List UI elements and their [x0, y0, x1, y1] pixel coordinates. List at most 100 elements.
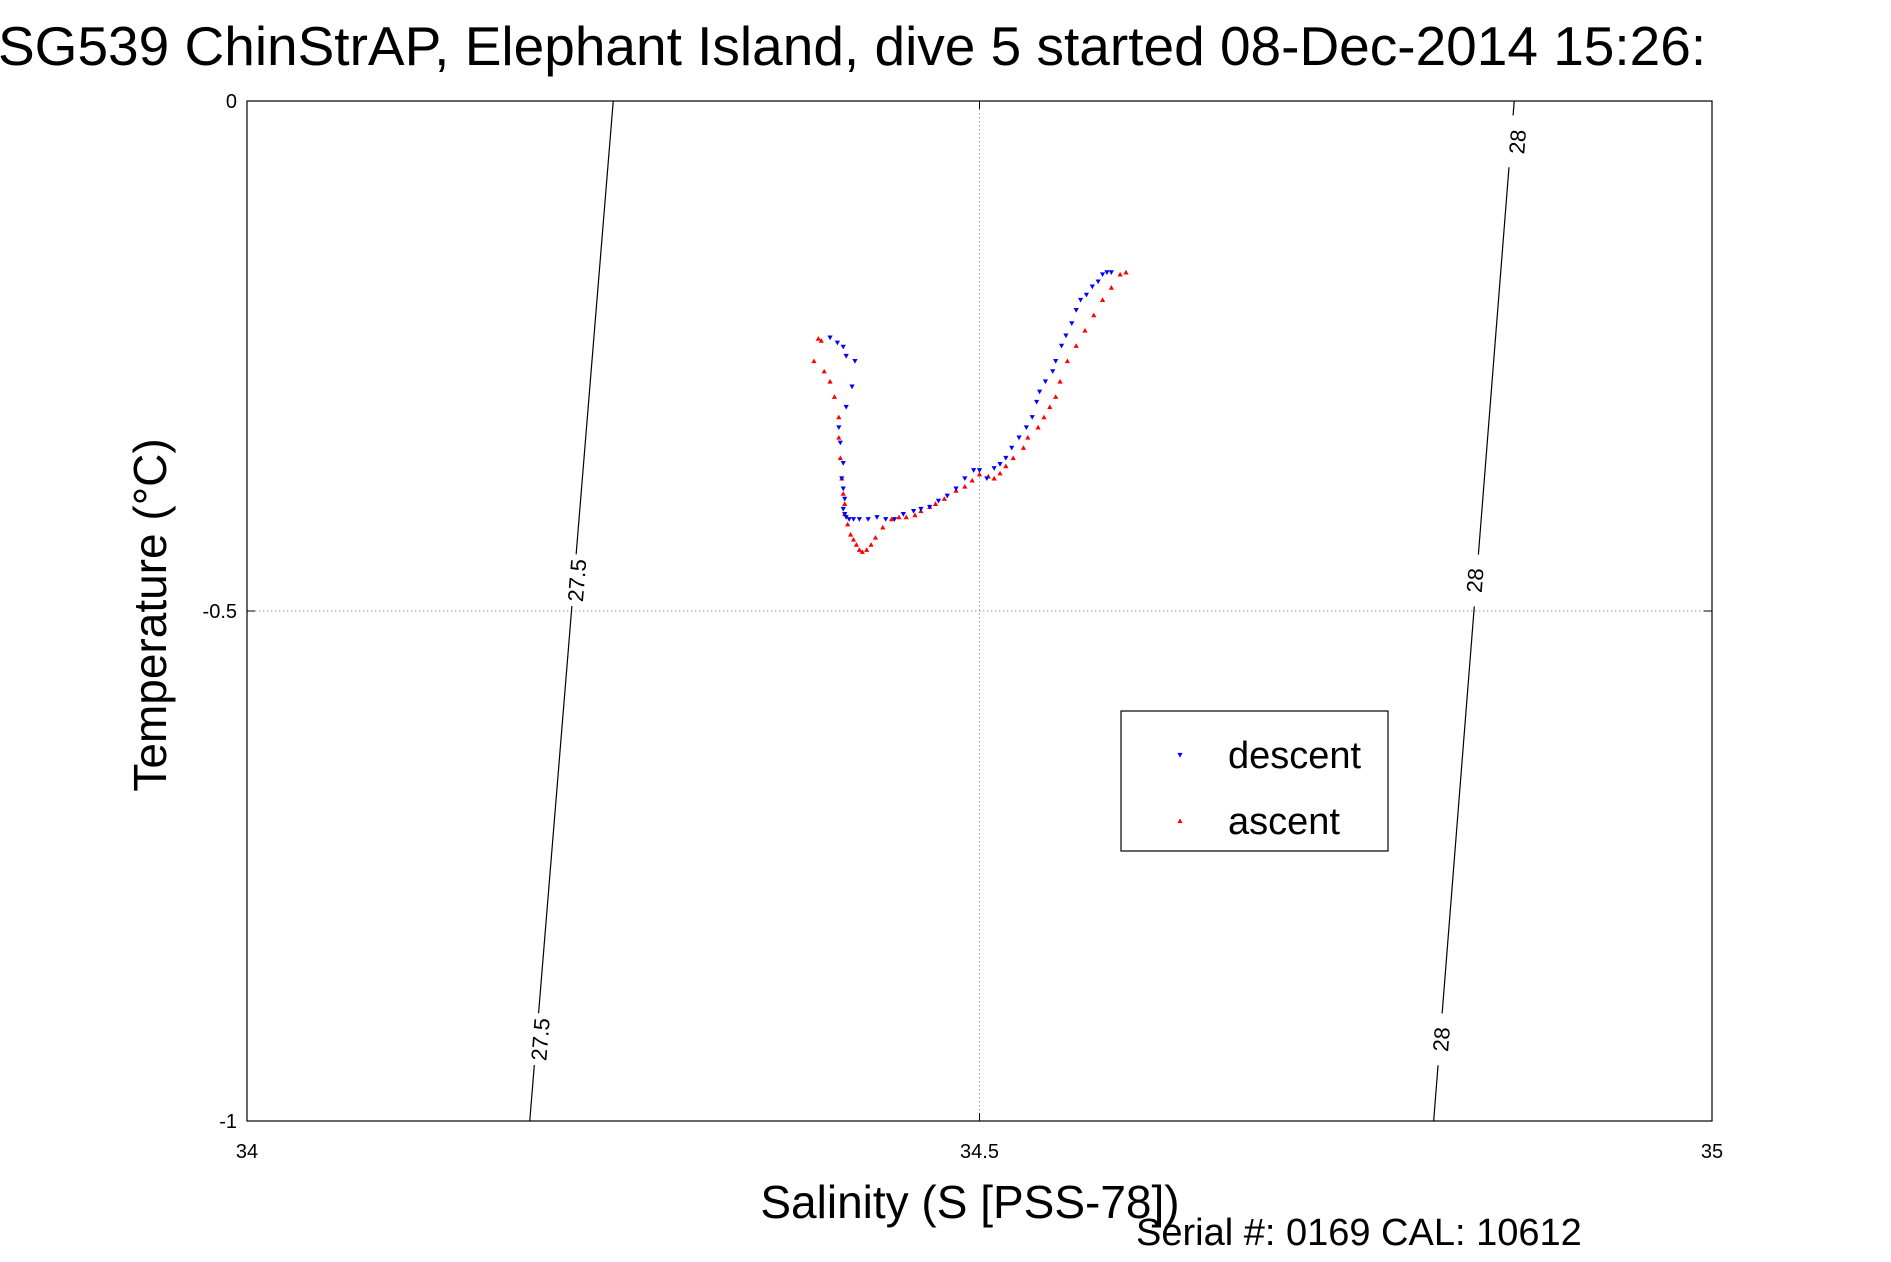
ascent-point [831, 394, 838, 399]
isopycnal-label-bg [523, 1012, 557, 1067]
descent-point [1058, 343, 1065, 349]
legend-marker-ascent [1177, 818, 1183, 824]
ascent-point [1025, 435, 1031, 440]
axis-ticks: 34 34.5 35 0 -0.5 -1 [203, 91, 1724, 1163]
x-tick-label: 34 [236, 1141, 258, 1163]
ascent-point [889, 516, 895, 522]
y-tick-label: -1 [219, 1111, 237, 1133]
descent-point [865, 517, 871, 522]
descent-point [953, 486, 959, 492]
descent-point [840, 506, 846, 512]
legend: descent ascent [1120, 710, 1389, 852]
ascent-point [850, 537, 857, 542]
descent-point [827, 335, 833, 341]
ascent-point [932, 501, 939, 506]
ascent-point [903, 514, 909, 520]
legend-marker-descent [1177, 752, 1183, 758]
ascent-point [997, 470, 1003, 476]
descent-point [850, 517, 857, 522]
y-axis-label: Temperature (°C) [124, 438, 176, 791]
isopycnal-label: 27.5 [526, 1017, 554, 1062]
ascent-point [1064, 358, 1070, 364]
x-tick-label: 34.5 [960, 1141, 999, 1163]
serial-note: Serial #: 0169 CAL: 10612 [1136, 1212, 1582, 1254]
descent-point [1089, 284, 1095, 290]
descent-point [1029, 415, 1035, 420]
grid-lines [247, 101, 1712, 1121]
ascent-point [837, 455, 843, 461]
ascent-point [859, 549, 865, 554]
descent-point [944, 493, 950, 499]
ascent-point [1041, 414, 1047, 420]
descent-point [962, 476, 968, 481]
descent-point [840, 344, 846, 350]
descent-point [842, 496, 848, 502]
descent-point [837, 440, 843, 446]
descent-point [900, 512, 906, 517]
ascent-point [853, 542, 860, 547]
x-axis-label: Salinity (S [PSS-78]) [760, 1176, 1179, 1228]
ascent-point [1117, 271, 1123, 277]
descent-point [843, 515, 849, 520]
ascent-point [872, 534, 879, 540]
ascent-point [1053, 394, 1059, 399]
descent-point [1016, 435, 1022, 441]
descent-point [1053, 359, 1059, 364]
ascent-point [811, 358, 817, 364]
ascent-point [856, 547, 862, 552]
ascent-point [1108, 285, 1114, 290]
ascent-point [1057, 378, 1063, 384]
y-tick-label: -0.5 [203, 601, 237, 623]
isopycnal-label-bg [1501, 114, 1534, 169]
descent-point [846, 517, 852, 522]
chart-title: SG539 ChinStrAP, Elephant Island, dive 5… [0, 15, 1706, 77]
data-points [811, 269, 1129, 554]
ascent-point [1073, 343, 1079, 348]
descent-point [849, 384, 855, 390]
descent-point [1023, 425, 1029, 430]
legend-label-ascent: ascent [1228, 801, 1340, 843]
descent-point [1034, 399, 1040, 405]
ascent-point [1082, 327, 1088, 333]
ascent-point [845, 521, 851, 527]
descent-point [842, 512, 848, 517]
descent-point [1083, 292, 1090, 298]
descent-point [840, 486, 846, 492]
descent-point [1073, 308, 1079, 313]
descent-point [1104, 270, 1110, 275]
descent-point [843, 353, 849, 359]
descent-point [1042, 379, 1049, 385]
ascent-point [962, 483, 968, 489]
isopycnal-label: 28 [1428, 1026, 1455, 1052]
descent-point [856, 517, 862, 522]
ascent-point [1091, 312, 1097, 318]
descent-point [852, 359, 858, 364]
ascent-point [840, 491, 846, 496]
descent-point [1009, 445, 1015, 451]
ascent-point [976, 471, 983, 477]
ascent-point [1003, 463, 1009, 469]
descent-point [991, 466, 997, 471]
descent-point [1077, 297, 1084, 303]
ascent-point [836, 435, 842, 440]
descent-point [1099, 272, 1106, 277]
ascent-point [1020, 445, 1027, 450]
density-contours: 27.5 27.5 28 28 28 [523, 100, 1534, 1122]
isopycnal-label: 27.5 [563, 558, 591, 603]
ascent-point [1035, 424, 1041, 430]
ascent-point [912, 512, 918, 518]
ascent-point [896, 514, 902, 520]
descent-point [1003, 455, 1009, 461]
descent-point [1050, 369, 1056, 374]
ascent-point [1010, 455, 1016, 461]
isopycnal-line [529, 100, 614, 1122]
x-tick-label: 35 [1701, 1141, 1723, 1163]
descent-point [971, 468, 977, 473]
ascent-point [818, 338, 824, 343]
descent-point [839, 476, 845, 481]
ascent-point [941, 496, 947, 501]
descent-point [840, 461, 846, 466]
descent-point [891, 517, 898, 522]
descent-point [874, 515, 880, 520]
